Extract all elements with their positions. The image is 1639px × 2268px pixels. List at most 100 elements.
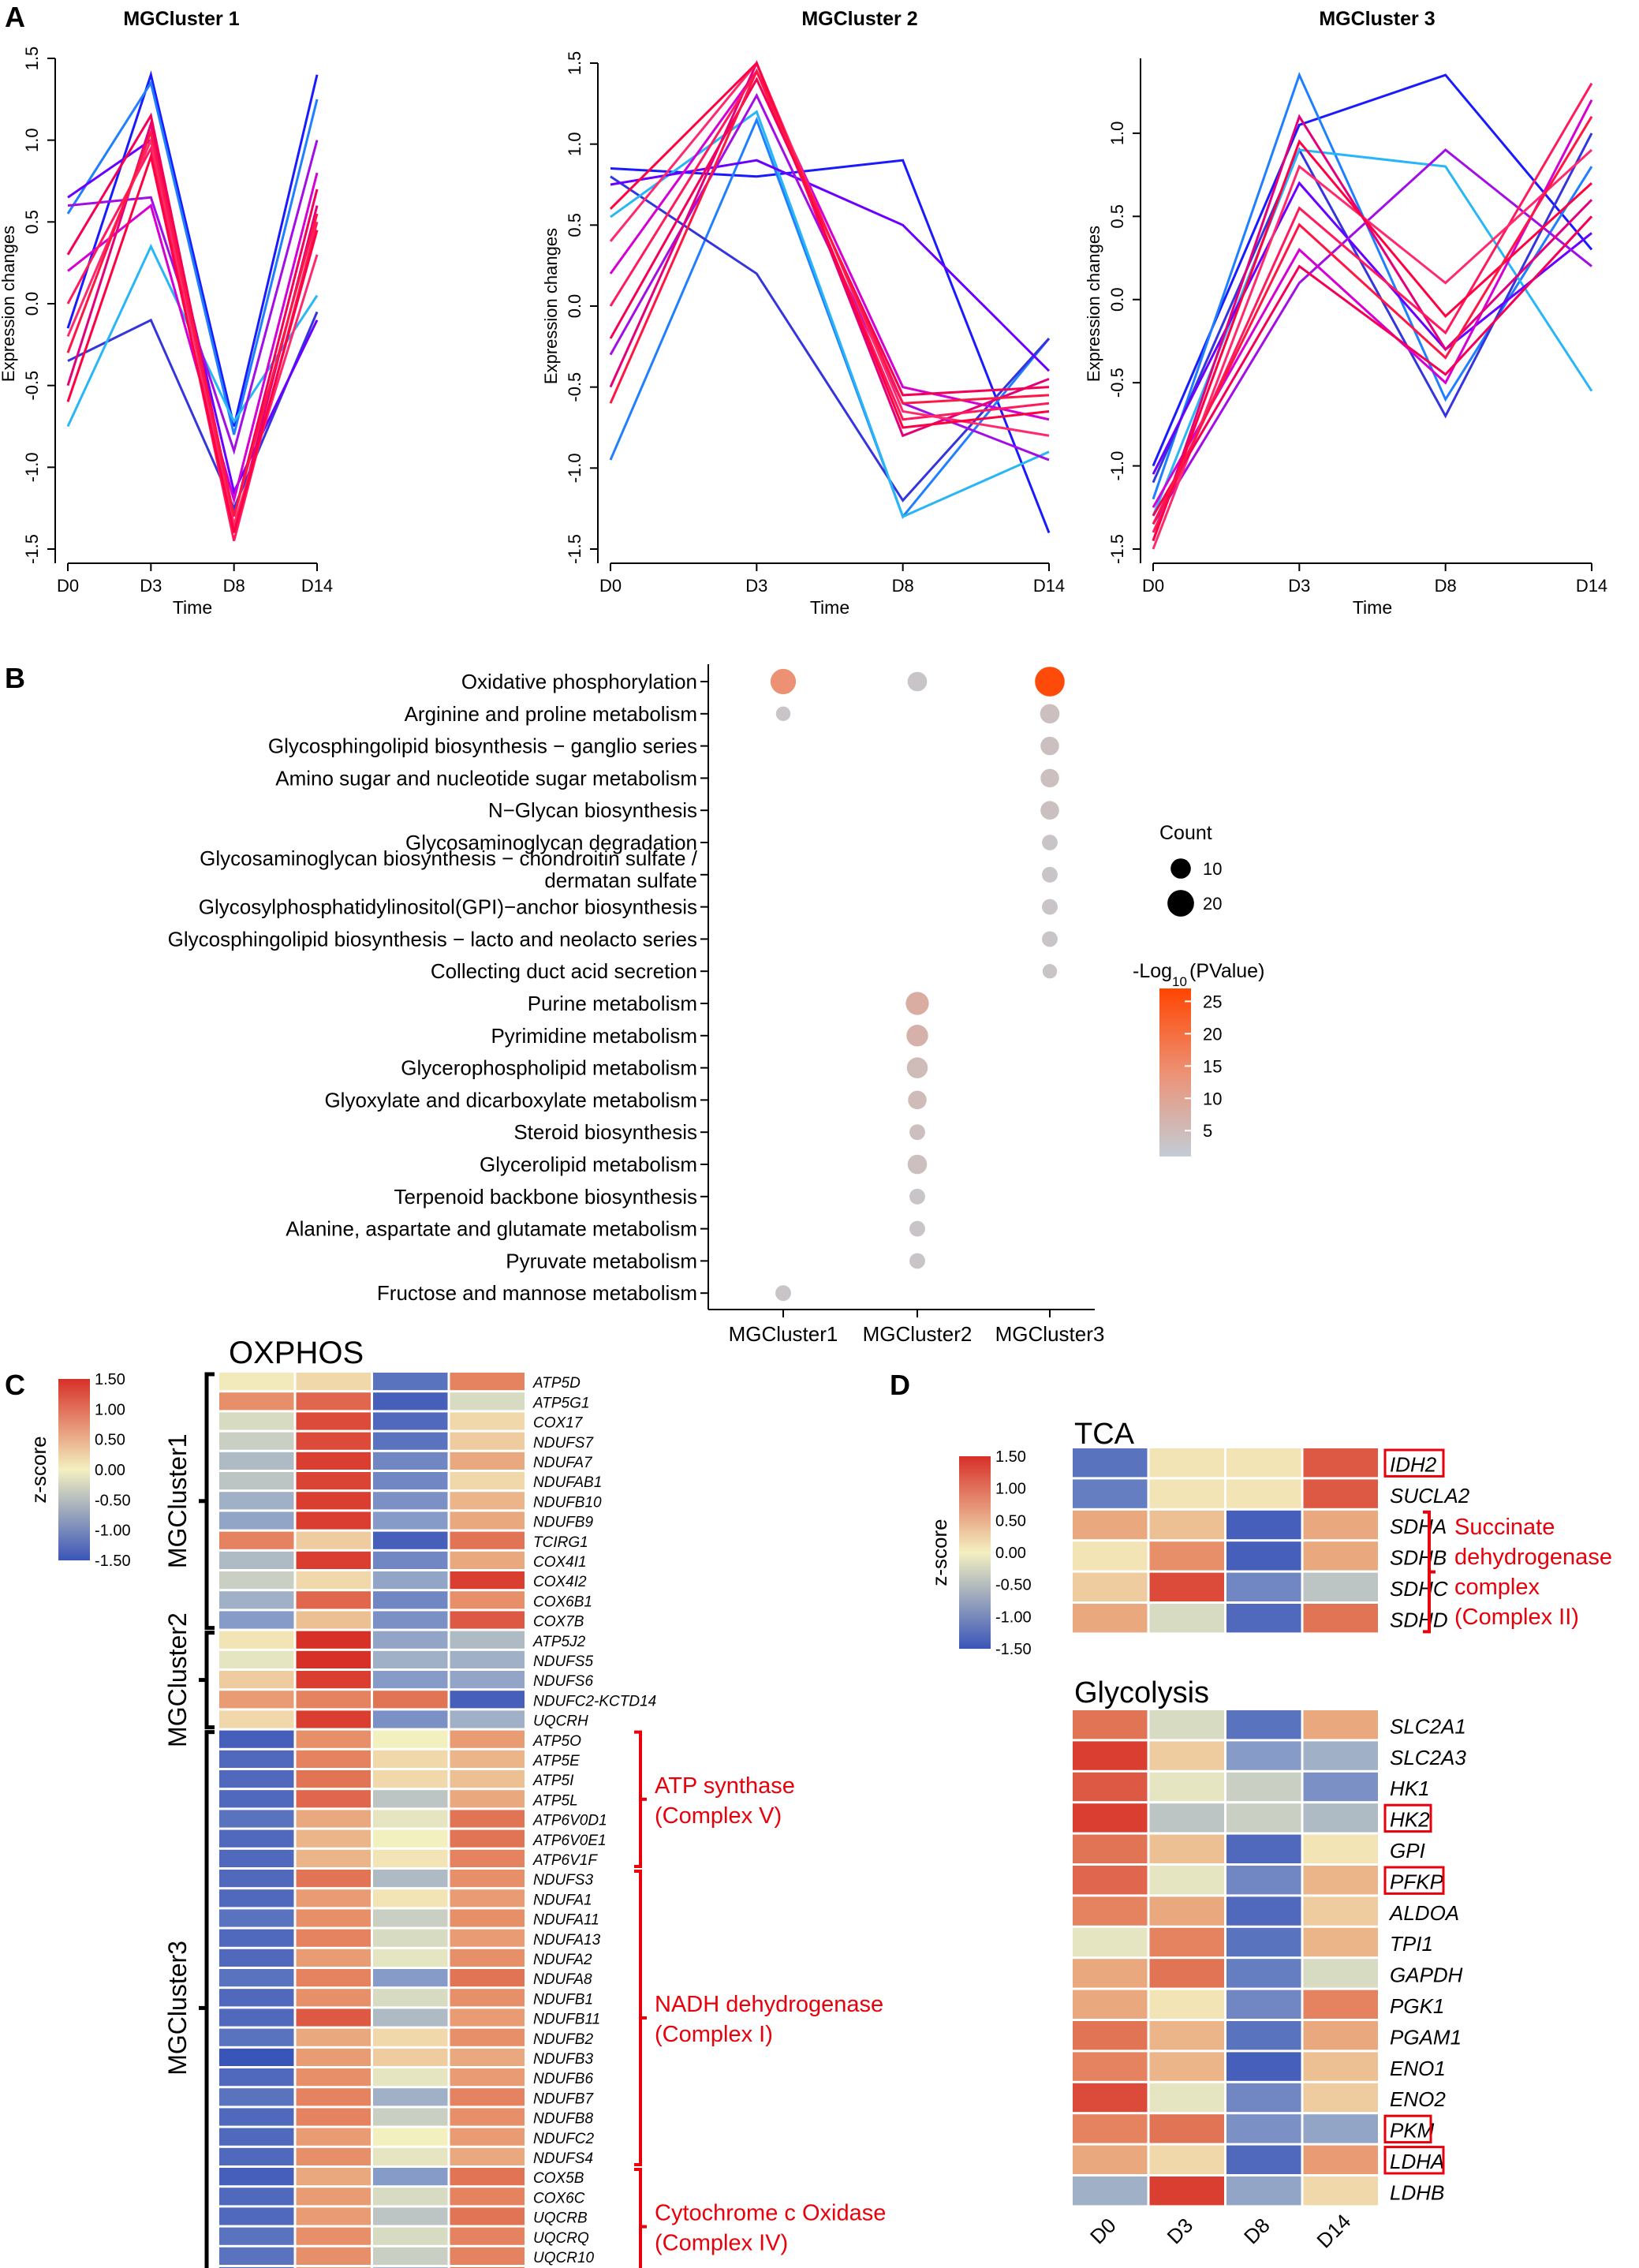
heatmap-cell [296, 1969, 371, 1987]
gene-label: SUCLA2 [1390, 1484, 1470, 1508]
heatmap-cell [1303, 1710, 1378, 1739]
heatmap-cell [1303, 1866, 1378, 1895]
heatmap-cell [373, 1710, 448, 1728]
enrichment-dot [775, 706, 791, 721]
gene-highlight-box [1383, 1803, 1432, 1833]
heatmap-cell [1226, 1959, 1301, 1988]
heatmap-cell [296, 1989, 371, 2007]
annotation-label: (Complex I) [655, 2022, 773, 2047]
heatmap-cell [450, 1810, 525, 1828]
line-chart-2: MGCluster 2 -1.5 -1.0 -0.5 0.0 0.5 1.0 1.5 D0 D3 D… [541, 8, 1065, 618]
oxphos-heatmap: OXPHOS ATP5D ATP5G1 COX17 NDUFS7 NDUFA7 NDUFAB… [163, 1336, 886, 2268]
heatmap-cell [373, 1671, 448, 1689]
heatmap-cell [373, 1571, 448, 1590]
heatmap-cell [1073, 1604, 1148, 1633]
pathway-label: Collecting duct acid secretion [431, 959, 697, 983]
y-tick-label: 0.5 [565, 213, 584, 237]
heatmap-cell [296, 2168, 371, 2186]
panel-letter-d: D [890, 1369, 910, 1401]
heatmap-cell [1073, 1772, 1148, 1802]
heatmap-cell [296, 1511, 371, 1530]
series-line [609, 61, 1050, 429]
gene-label: ENO2 [1390, 2087, 1446, 2111]
heatmap-cell [1226, 1448, 1301, 1478]
pathway-label: Glycosaminoglycan biosynthesis − chondro… [200, 846, 698, 870]
gene-label: COX5B [533, 2170, 584, 2187]
heatmap-cell [296, 2068, 371, 2087]
panel-letter-a: A [5, 1, 25, 33]
heatmap-cell [296, 2147, 371, 2165]
enrichment-dot [1042, 899, 1058, 915]
series-line [66, 128, 319, 517]
heatmap-cell [450, 1989, 525, 2007]
heatmap-cell [1303, 1448, 1378, 1478]
heatmap-cell [450, 1551, 525, 1569]
series-line [66, 136, 319, 529]
heatmap-cell [450, 1392, 525, 1410]
enrichment-dot [909, 1124, 925, 1141]
heatmap-cell [373, 1412, 448, 1430]
heatmap-cell [1226, 1866, 1301, 1895]
heatmap-cell [373, 1989, 448, 2007]
y-tick-label: 1.0 [1107, 121, 1127, 146]
gene-label: NDUFA1 [533, 1892, 592, 1908]
chart-title: MGCluster 2 [801, 8, 917, 30]
gene-label: NDUFS5 [533, 1653, 593, 1670]
y-tick-label: 0.0 [565, 294, 584, 319]
x-tick-label: D8 [892, 576, 914, 596]
heatmap-cell [450, 2128, 525, 2146]
heatmap-cell [219, 1432, 294, 1450]
cluster-bracket [204, 1372, 215, 1631]
heatmap-cell [1226, 1541, 1301, 1571]
gene-label: ENO1 [1390, 2057, 1446, 2080]
heatmap-cell [219, 1492, 294, 1510]
gene-label: NDUFA13 [533, 1932, 601, 1949]
y-tick-label: 1.5 [22, 47, 42, 71]
y-axis-title: Expression changes [1084, 226, 1103, 382]
glycolysis-heatmap: Glycolysis SLC2A1 SLC2A3 HK1 HK2 GPI PFKP ALDOA… [1073, 1676, 1466, 2206]
annotation-label: ATP synthase [655, 1773, 795, 1799]
heatmap-cell [1073, 1866, 1148, 1895]
heatmap-cell [1073, 1741, 1148, 1770]
heatmap-cell [1149, 1772, 1224, 1802]
heatmap-cell [296, 2207, 371, 2225]
heatmap-cell [1226, 1604, 1301, 1633]
series-line [1152, 148, 1592, 525]
heatmap-cell [296, 1909, 371, 1927]
enrichment-dot [908, 1090, 927, 1110]
heatmap-cell [1149, 1927, 1224, 1957]
chart-title: MGCluster 3 [1319, 8, 1435, 30]
enrichment-dot [1042, 835, 1058, 850]
enrichment-dot [1040, 768, 1059, 788]
heatmap-cell [219, 1730, 294, 1748]
gene-label: SDHC [1390, 1577, 1448, 1601]
gene-label: ATP6V0D1 [532, 1813, 607, 1829]
heatmap-cell [373, 1790, 448, 1808]
heatmap-cell [373, 2128, 448, 2146]
heatmap-cell [296, 1432, 371, 1450]
series-line [67, 311, 319, 511]
pathway-label: dermatan sulfate [544, 869, 697, 892]
heatmap-cell [373, 1929, 448, 1947]
heatmap-cell [450, 1531, 525, 1549]
y-tick-label: 0.5 [1107, 204, 1127, 229]
gene-label: SLC2A1 [1390, 1714, 1466, 1738]
heatmap-cell [373, 1611, 448, 1629]
annotation-label: complex [1454, 1575, 1540, 1600]
heatmap-cell [450, 2028, 525, 2046]
heatmap-cell [219, 2147, 294, 2165]
enrichment-dot [907, 1154, 928, 1175]
heatmap-cell [1073, 2021, 1148, 2050]
y-tick-label: -1.5 [22, 534, 42, 564]
y-tick-label: 0.0 [1107, 287, 1127, 312]
heatmap-cell [1073, 1448, 1148, 1478]
heatmap-cell [373, 1909, 448, 1927]
pathway-label: Pyrimidine metabolism [491, 1024, 697, 1048]
heatmap-cell [373, 1492, 448, 1510]
colorbar-tick-label: 5 [1203, 1121, 1212, 1141]
pathway-label: Glycosphingolipid biosynthesis − ganglio… [268, 734, 697, 758]
gene-label: COX17 [533, 1415, 584, 1432]
heatmap-cell [450, 1949, 525, 1967]
heatmap-cell [1226, 1803, 1301, 1833]
heatmap-cell [219, 1452, 294, 1470]
